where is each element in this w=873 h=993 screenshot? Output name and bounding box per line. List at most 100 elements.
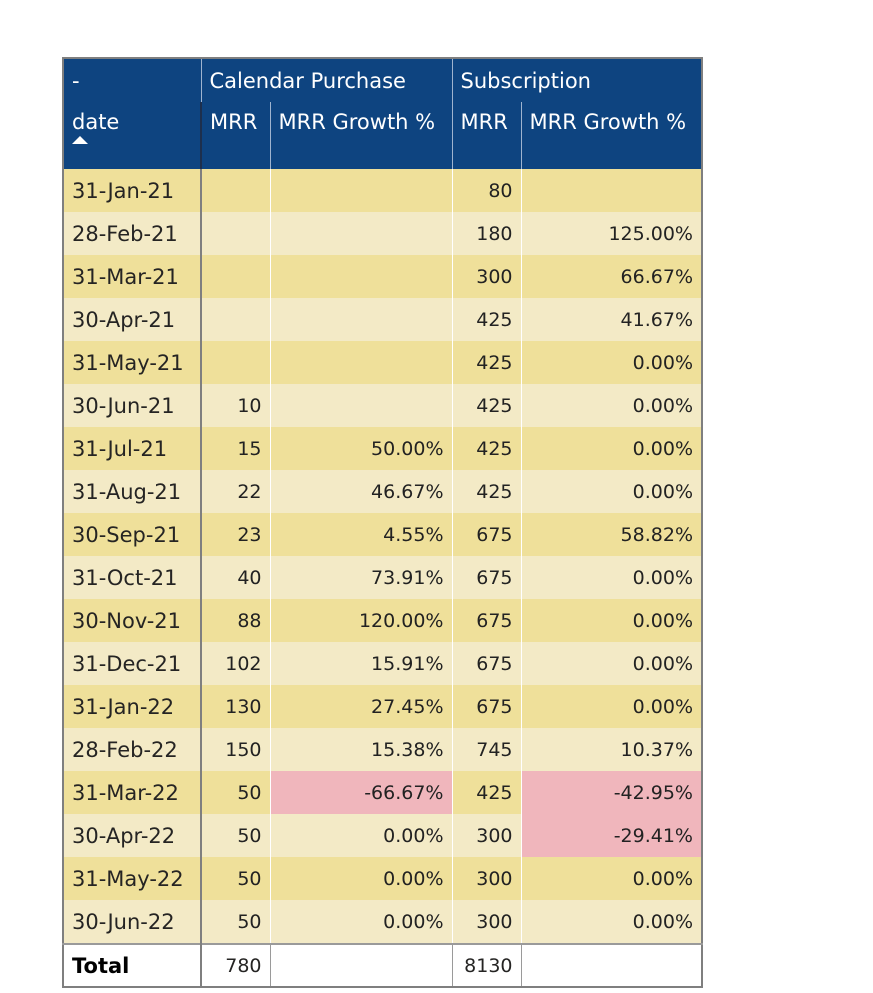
date-cell: 31-Mar-22 (63, 771, 202, 814)
table-row[interactable]: 30-Apr-22 50 0.00% 300 -29.41% (63, 814, 702, 857)
sub-mrr-cell: 425 (451, 470, 521, 513)
date-cell: 28-Feb-22 (63, 728, 202, 771)
cp-mrr-growth-cell: 15.91% (269, 642, 452, 685)
column-header-row: date MRR MRR Growth % MRR MRR Growth % (63, 102, 702, 169)
total-cp-mrr: 780 (201, 943, 270, 987)
table-row[interactable]: 30-Jun-22 50 0.00% 300 0.00% (63, 900, 702, 944)
matrix-total: Total 780 8130 (63, 943, 702, 987)
cp-mrr-cell (201, 169, 270, 212)
sub-mrr-cell: 180 (451, 212, 521, 255)
date-cell: 31-Jan-21 (63, 169, 202, 212)
table-row[interactable]: 31-Aug-21 22 46.67% 425 0.00% (63, 470, 702, 513)
sub-mrr-growth-cell: 0.00% (520, 685, 702, 728)
table-row[interactable]: 30-Apr-21 425 41.67% (63, 298, 702, 341)
cp-mrr-cell: 23 (201, 513, 270, 556)
cp-mrr-cell (201, 341, 270, 384)
cp-mrr-cell (201, 255, 270, 298)
cp-mrr-growth-cell (269, 169, 452, 212)
table-row[interactable]: 31-May-21 425 0.00% (63, 341, 702, 384)
total-cp-mrr-growth (269, 943, 452, 987)
cp-mrr-growth-cell (269, 212, 452, 255)
sub-mrr-cell: 675 (451, 556, 521, 599)
table-row[interactable]: 30-Jun-21 10 425 0.00% (63, 384, 702, 427)
sub-mrr-cell: 745 (451, 728, 521, 771)
date-cell: 30-Nov-21 (63, 599, 202, 642)
date-cell: 30-Apr-21 (63, 298, 202, 341)
date-cell: 31-May-21 (63, 341, 202, 384)
column-header-sub-mrr[interactable]: MRR (451, 102, 521, 169)
table-row[interactable]: 30-Sep-21 23 4.55% 675 58.82% (63, 513, 702, 556)
matrix-table: - Calendar Purchase Subscription date MR… (62, 57, 703, 988)
cp-mrr-cell: 150 (201, 728, 270, 771)
cp-mrr-cell: 130 (201, 685, 270, 728)
cp-mrr-cell: 50 (201, 857, 270, 900)
cp-mrr-growth-cell (269, 341, 452, 384)
cp-mrr-growth-cell (269, 384, 452, 427)
sub-mrr-growth-cell: 0.00% (520, 470, 702, 513)
sub-mrr-cell: 675 (451, 513, 521, 556)
cp-mrr-cell (201, 212, 270, 255)
total-row: Total 780 8130 (63, 943, 702, 987)
sub-mrr-cell: 80 (451, 169, 521, 212)
matrix-body: 31-Jan-21 80 28-Feb-21 180 125.00% 31-Mar-21 3… (63, 169, 702, 944)
sub-mrr-growth-cell: 0.00% (520, 900, 702, 944)
cp-mrr-growth-cell (269, 298, 452, 341)
sub-mrr-growth-cell: 125.00% (520, 212, 702, 255)
cp-mrr-growth-cell: 0.00% (269, 900, 452, 944)
date-cell: 31-May-22 (63, 857, 202, 900)
cp-mrr-growth-cell (269, 255, 452, 298)
group-header-calendar-purchase[interactable]: Calendar Purchase (200, 58, 452, 102)
cp-mrr-growth-cell: 46.67% (269, 470, 452, 513)
cp-mrr-cell: 22 (201, 470, 270, 513)
table-row[interactable]: 31-Jan-21 80 (63, 169, 702, 212)
column-header-cp-mrr-growth[interactable]: MRR Growth % (269, 102, 452, 169)
cp-mrr-growth-cell: -66.67% (269, 771, 452, 814)
cp-mrr-cell: 50 (201, 900, 270, 944)
sub-mrr-cell: 425 (451, 298, 521, 341)
cp-mrr-cell: 10 (201, 384, 270, 427)
sub-mrr-growth-cell: 0.00% (520, 427, 702, 470)
sub-mrr-growth-cell: -42.95% (520, 771, 702, 814)
sub-mrr-growth-cell: 66.67% (520, 255, 702, 298)
sub-mrr-cell: 300 (451, 814, 521, 857)
cp-mrr-growth-cell: 27.45% (269, 685, 452, 728)
group-header-subscription[interactable]: Subscription (451, 58, 702, 102)
date-cell: 31-Oct-21 (63, 556, 202, 599)
column-header-sub-mrr-growth[interactable]: MRR Growth % (520, 102, 702, 169)
table-row[interactable]: 31-Dec-21 102 15.91% 675 0.00% (63, 642, 702, 685)
cp-mrr-growth-cell: 15.38% (269, 728, 452, 771)
sub-mrr-cell: 675 (451, 642, 521, 685)
sub-mrr-growth-cell: 0.00% (520, 642, 702, 685)
sort-ascending-icon[interactable] (72, 136, 88, 144)
sub-mrr-cell: 425 (451, 427, 521, 470)
table-row[interactable]: 31-May-22 50 0.00% 300 0.00% (63, 857, 702, 900)
cp-mrr-cell: 88 (201, 599, 270, 642)
cp-mrr-growth-cell: 0.00% (269, 814, 452, 857)
table-row[interactable]: 28-Feb-21 180 125.00% (63, 212, 702, 255)
table-row[interactable]: 28-Feb-22 150 15.38% 745 10.37% (63, 728, 702, 771)
total-label: Total (63, 943, 202, 987)
table-row[interactable]: 31-Mar-21 300 66.67% (63, 255, 702, 298)
table-row[interactable]: 31-Jan-22 130 27.45% 675 0.00% (63, 685, 702, 728)
table-row[interactable]: 31-Mar-22 50 -66.67% 425 -42.95% (63, 771, 702, 814)
sub-mrr-cell: 675 (451, 685, 521, 728)
sub-mrr-growth-cell: 10.37% (520, 728, 702, 771)
sub-mrr-cell: 425 (451, 771, 521, 814)
column-header-cp-mrr[interactable]: MRR (200, 102, 270, 169)
sub-mrr-growth-cell: 0.00% (520, 341, 702, 384)
date-cell: 31-Jul-21 (63, 427, 202, 470)
sub-mrr-growth-cell: 58.82% (520, 513, 702, 556)
sub-mrr-growth-cell (520, 169, 702, 212)
sub-mrr-growth-cell: -29.41% (520, 814, 702, 857)
sub-mrr-cell: 425 (451, 341, 521, 384)
cp-mrr-growth-cell: 120.00% (269, 599, 452, 642)
table-row[interactable]: 31-Oct-21 40 73.91% 675 0.00% (63, 556, 702, 599)
table-row[interactable]: 31-Jul-21 15 50.00% 425 0.00% (63, 427, 702, 470)
sub-mrr-growth-cell: 0.00% (520, 599, 702, 642)
table-row[interactable]: 30-Nov-21 88 120.00% 675 0.00% (63, 599, 702, 642)
date-cell: 31-Jan-22 (63, 685, 202, 728)
date-column-header[interactable]: date (63, 102, 202, 169)
date-cell: 31-Dec-21 (63, 642, 202, 685)
sub-mrr-growth-cell: 0.00% (520, 857, 702, 900)
sub-mrr-growth-cell: 41.67% (520, 298, 702, 341)
